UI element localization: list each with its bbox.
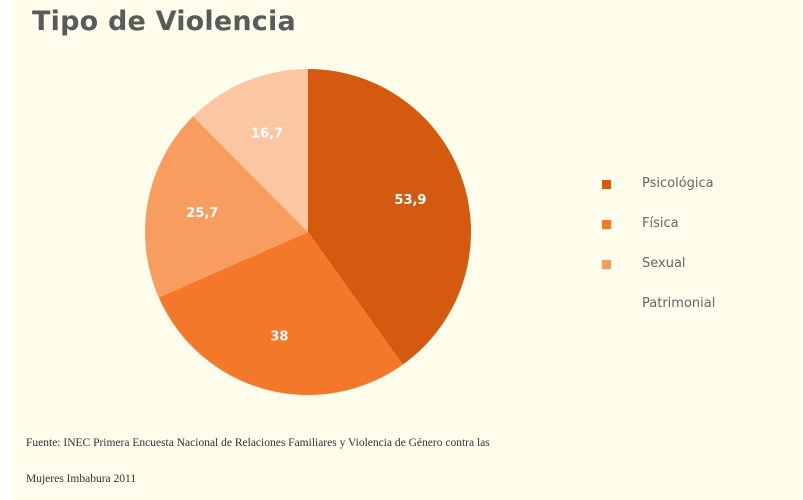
pie-slice-patrimonial: [193, 69, 308, 232]
legend-label: Psicológica: [642, 176, 714, 191]
pie-slice-sexual: [145, 116, 308, 298]
legend-swatch: [602, 260, 611, 269]
chart-canvas: Tipo de Violencia 53,9 38 25,7 16,7 Psicoló…: [12, 0, 802, 500]
legend-swatch: [602, 220, 611, 229]
pie-slice-label: 25,7: [186, 206, 218, 221]
pie-slice-label: 53,9: [394, 193, 426, 208]
source-note: Mujeres Imbabura 2011: [26, 473, 137, 485]
legend-swatch: [602, 300, 611, 309]
pie-slice-label: 16,7: [251, 127, 283, 142]
pie-chart: 53,9 38 25,7 16,7: [145, 69, 471, 395]
chart-title: Tipo de Violencia: [32, 6, 296, 37]
legend-swatch: [602, 180, 611, 189]
legend-label: Física: [642, 216, 679, 231]
legend-label: Patrimonial: [642, 296, 716, 311]
pie-slice-label: 38: [270, 330, 288, 345]
pie-slice-psicologica: [308, 69, 471, 365]
legend-label: Sexual: [642, 256, 686, 271]
pie-slice-fisica: [158, 232, 403, 395]
source-note: Fuente: INEC Primera Encuesta Nacional d…: [26, 437, 490, 449]
